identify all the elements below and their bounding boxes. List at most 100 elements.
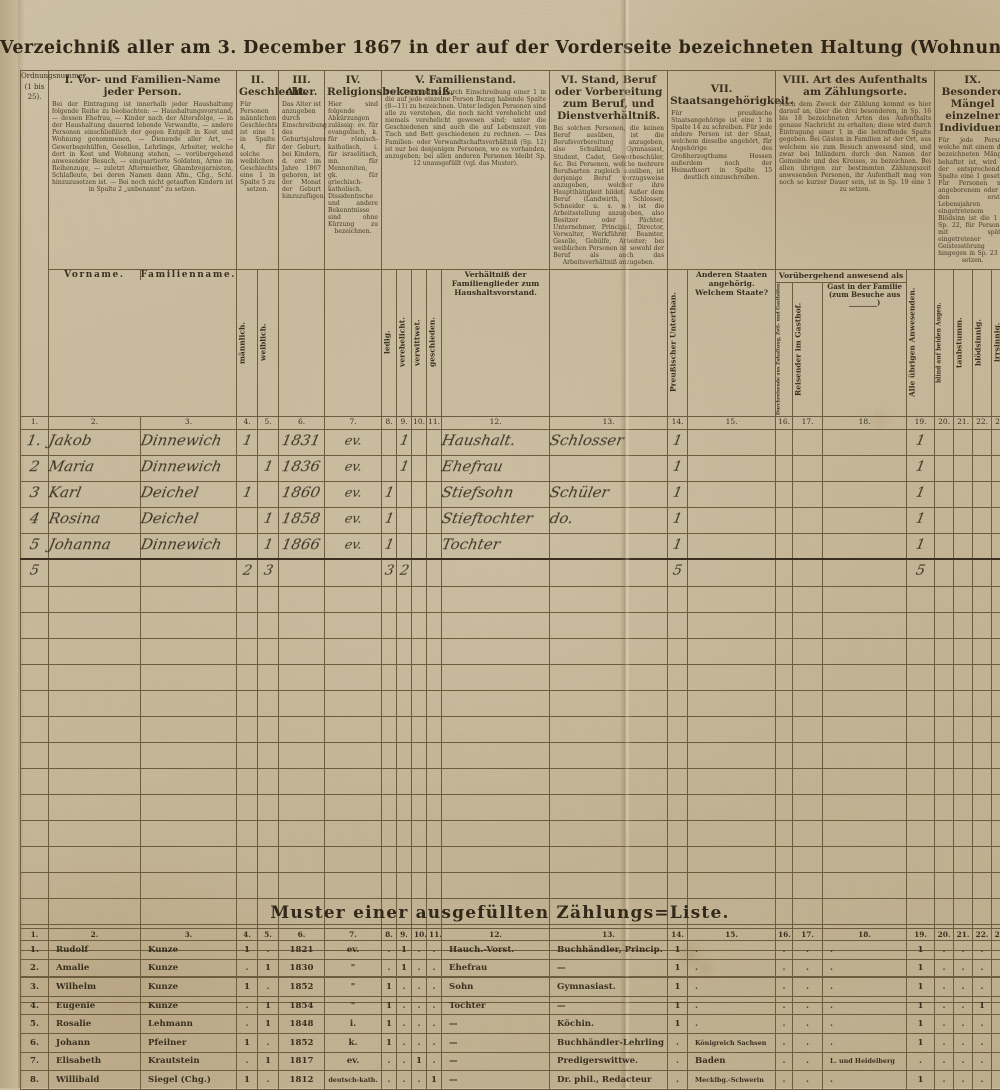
muster-cell-ledig: 1 <box>382 1033 397 1052</box>
colnum-7: 7. <box>325 416 382 429</box>
muster-cell-ord: 3. <box>21 978 49 997</box>
muster-cell-taubstumm: . <box>954 978 973 997</box>
muster-cell-familienname: Kunze <box>141 996 237 1015</box>
empty-dot: . <box>830 1001 833 1011</box>
blank-cell <box>442 820 550 846</box>
colnum-15: 15. <box>688 416 776 429</box>
empty-dot: . <box>806 963 809 973</box>
empty-dot: . <box>806 1075 809 1085</box>
col-5-title: Familienstand. <box>429 74 516 86</box>
blank-cell <box>793 612 823 638</box>
handwritten-total: 5 <box>28 563 40 579</box>
cell-alle-uebrigen: 1 <box>907 533 935 559</box>
blank-cell <box>688 664 776 690</box>
muster-cell-durchreisende: . <box>776 1071 793 1090</box>
empty-dot: . <box>830 982 833 992</box>
empty-dot: . <box>267 945 270 955</box>
muster-value: 1848 <box>290 1019 314 1029</box>
cell-durchreisende <box>776 429 793 455</box>
muster-value: k. <box>349 1038 358 1048</box>
muster-cell-alle-uebrigen: 1 <box>907 1033 935 1052</box>
empty-dot: . <box>962 1075 965 1085</box>
muster-cell-geburtsjahr: 1817 <box>279 1052 325 1071</box>
colnum-17: 17. <box>793 416 823 429</box>
muster-colnum-20: 20. <box>935 929 954 941</box>
blank-cell <box>550 794 668 820</box>
cell-preuss-unterthan: 1 <box>668 429 688 455</box>
muster-cell-geburtsjahr: 1812 <box>279 1071 325 1090</box>
blank-cell <box>325 690 382 716</box>
blank-entry-row <box>21 690 1000 716</box>
blank-cell <box>823 638 907 664</box>
blank-cell <box>141 586 237 612</box>
empty-dot: . <box>695 1001 698 1011</box>
blank-cell <box>258 820 279 846</box>
blank-cell <box>793 794 823 820</box>
muster-cell-weiblich: 1 <box>258 996 279 1015</box>
ord-number-header: Ordnungsnummer (1 bis 25). <box>21 71 49 417</box>
blank-cell <box>49 872 141 898</box>
muster-cell-geschieden: . <box>427 941 442 960</box>
muster-value: 1 <box>675 982 681 992</box>
cell-durchreisende <box>776 481 793 507</box>
muster-cell-geschieden: . <box>427 1052 442 1071</box>
col-5-roman: V. <box>415 74 425 86</box>
blank-entry-row <box>21 716 1000 742</box>
colnum-13: 13. <box>550 416 668 429</box>
col-6-header: VI. Stand, Beruf oder Vorbereitung zum B… <box>550 71 668 270</box>
muster-value: 1 <box>918 1075 924 1085</box>
muster-value: 1 <box>265 1056 271 1066</box>
cell-verehelicht <box>397 481 412 507</box>
blank-cell <box>907 872 935 898</box>
muster-value: 1 <box>386 1001 392 1011</box>
muster-value: Krautstein <box>148 1056 200 1066</box>
blank-cell <box>49 820 141 846</box>
muster-cell-durchreisende: . <box>776 996 793 1015</box>
empty-dot: . <box>676 1056 679 1066</box>
muster-cell-bloedsinnig: . <box>973 959 992 978</box>
cell-verwittwet <box>412 507 427 533</box>
muster-cell-vorname: Willibald <box>49 1071 141 1090</box>
cell-alle-uebrigen: 1 <box>907 507 935 533</box>
muster-colnum-14: 14. <box>668 929 688 941</box>
muster-value: Kunze <box>148 1001 178 1011</box>
blank-cell <box>442 586 550 612</box>
blank-cell <box>279 768 325 794</box>
blank-cell <box>237 742 258 768</box>
blank-cell <box>973 820 992 846</box>
blank-cell <box>550 690 668 716</box>
blank-cell <box>412 820 427 846</box>
cell-vorname: Rosina <box>49 507 141 533</box>
blank-cell <box>258 690 279 716</box>
muster-cell-geschieden: . <box>427 1033 442 1052</box>
empty-dot: . <box>783 1056 786 1066</box>
cell-geburtsjahr: 1860 <box>279 481 325 507</box>
cell-maennlich: 1 <box>237 429 258 455</box>
cell-ord: 5 <box>21 533 49 559</box>
cell-geschieden <box>427 533 442 559</box>
blank-cell <box>427 638 442 664</box>
muster-colnum-18: 18. <box>823 929 907 941</box>
muster-cell-verehelicht: . <box>397 978 412 997</box>
blank-cell <box>668 716 688 742</box>
cell-verhaeltnis: Tochter <box>442 533 550 559</box>
blank-cell <box>793 742 823 768</box>
blank-cell <box>442 742 550 768</box>
muster-value: 1 <box>244 982 250 992</box>
empty-dot: . <box>267 982 270 992</box>
muster-value: Königreich Sachsen <box>695 1039 766 1047</box>
muster-cell-taubstumm: . <box>954 1033 973 1052</box>
blank-cell <box>412 586 427 612</box>
cell-bloedsinnig <box>973 429 992 455</box>
handwritten-value: Schlosser <box>548 431 625 449</box>
muster-cell-bloedsinnig: . <box>973 1015 992 1034</box>
muster-cell-irrsinnig: . <box>992 959 1000 978</box>
blank-cell <box>427 742 442 768</box>
muster-cell-familienname: Kunze <box>141 959 237 978</box>
cell-irrsinnig <box>992 507 1000 533</box>
muster-cell-verehelicht: 1 <box>397 959 412 978</box>
blank-cell <box>412 794 427 820</box>
blank-cell <box>907 768 935 794</box>
muster-value: Kunze <box>148 982 178 992</box>
